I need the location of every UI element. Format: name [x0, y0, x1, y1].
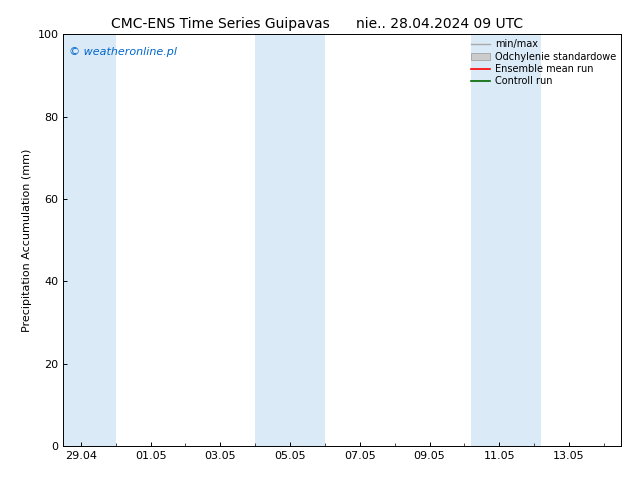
Text: CMC-ENS Time Series Guipavas      nie.. 28.04.2024 09 UTC: CMC-ENS Time Series Guipavas nie.. 28.04…	[111, 17, 523, 31]
Legend: min/max, Odchylenie standardowe, Ensemble mean run, Controll run: min/max, Odchylenie standardowe, Ensembl…	[468, 36, 619, 89]
Bar	[63, 34, 115, 446]
Bar	[255, 34, 325, 446]
Text: © weatheronline.pl: © weatheronline.pl	[69, 47, 177, 57]
Y-axis label: Precipitation Accumulation (mm): Precipitation Accumulation (mm)	[22, 148, 32, 332]
Bar	[471, 34, 541, 446]
